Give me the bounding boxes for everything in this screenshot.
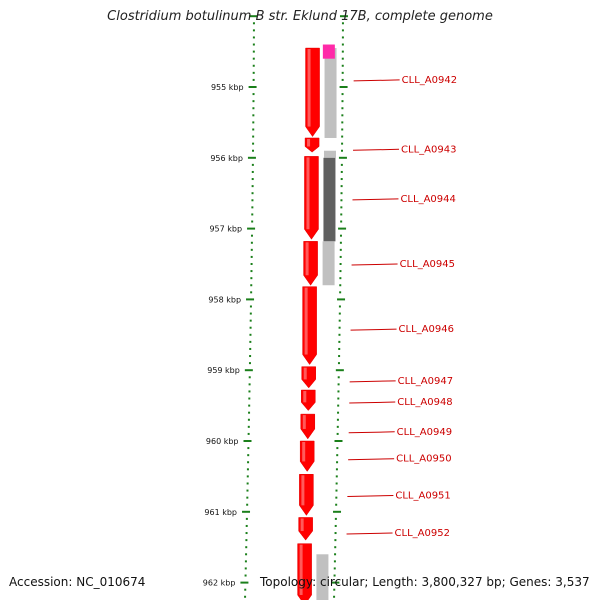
gene-highlight — [303, 391, 307, 403]
gene-label: CLL_A0944 — [400, 194, 455, 205]
track-segment — [323, 150, 336, 158]
gene-label: CLL_A0942 — [402, 75, 457, 86]
gene-highlight — [302, 442, 306, 462]
gene-leader-line — [350, 328, 397, 331]
scale-label: 961 kbp — [204, 508, 237, 517]
gene-leader-line — [352, 198, 399, 201]
gene-leader-line — [347, 495, 394, 498]
gene-leader-line — [348, 431, 395, 434]
track-segment — [323, 157, 336, 242]
pink-segment — [322, 44, 335, 59]
gene-leader-line — [353, 79, 400, 82]
map-title: Clostridium botulinum B str. Eklund 17B,… — [107, 9, 493, 24]
gene-leader-line — [346, 532, 393, 535]
gene-highlight — [307, 138, 311, 147]
gene-label: CLL_A0943 — [401, 144, 456, 155]
gene-highlight — [303, 367, 307, 380]
gene-highlight — [307, 49, 311, 127]
gene-label: CLL_A0945 — [400, 259, 455, 270]
scale-label: 955 kbp — [211, 83, 244, 92]
gene-label: CLL_A0949 — [397, 427, 452, 438]
gene-leader-line — [349, 380, 396, 383]
ruler-layer: 955 kbp 956 kbp 957 kbp 958 kbp 959 kbp 960 k… — [203, 15, 348, 598]
gene-highlight — [299, 544, 303, 595]
gene-highlight — [302, 415, 306, 429]
gene-highlight — [306, 157, 310, 230]
scale-label: 962 kbp — [203, 579, 236, 588]
gene-leader-line — [349, 401, 396, 404]
gene-leader-line — [348, 458, 395, 461]
gene-label: CLL_A0946 — [399, 324, 454, 335]
gene-highlight — [304, 287, 308, 355]
accession-text: Accession: NC_010674 — [9, 575, 146, 589]
track-segment — [324, 48, 337, 138]
gene-label: CLL_A0947 — [398, 376, 453, 387]
scale-label: 960 kbp — [206, 437, 239, 446]
gene-label: CLL_A0950 — [396, 454, 451, 465]
label-layer: CLL_A0942 CLL_A0943 CLL_A0944 CLL_A0945 CLL_… — [346, 75, 457, 539]
scale-label: 958 kbp — [208, 295, 241, 304]
gene-highlight — [301, 475, 305, 506]
gene-leader-line — [351, 263, 398, 266]
gene-highlight — [305, 242, 309, 276]
track-layer — [316, 44, 337, 600]
gene-label: CLL_A0948 — [397, 397, 452, 408]
gene-label: CLL_A0951 — [395, 491, 450, 502]
track-segment — [322, 241, 335, 286]
track-segment — [316, 554, 329, 600]
gene-label: CLL_A0952 — [395, 528, 450, 539]
gene-highlight — [300, 518, 304, 532]
gene-layer — [297, 47, 320, 600]
scale-label: 956 kbp — [210, 154, 243, 163]
topology-text: Topology: circular; Length: 3,800,327 bp… — [260, 575, 590, 589]
scale-label: 959 kbp — [207, 366, 240, 375]
scale-label: 957 kbp — [209, 225, 242, 234]
gene-leader-line — [353, 148, 400, 151]
